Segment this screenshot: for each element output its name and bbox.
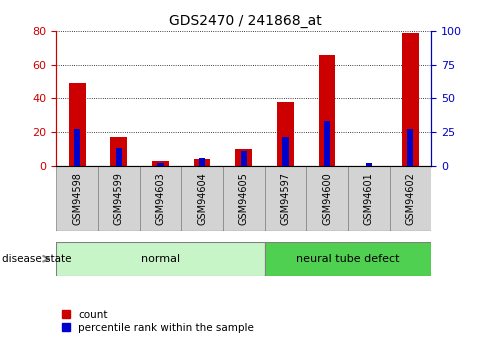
Bar [265, 241, 431, 276]
Bar [98, 166, 140, 231]
Text: GSM94602: GSM94602 [405, 172, 416, 225]
Bar [56, 241, 265, 276]
Bar [181, 166, 223, 231]
Text: GSM94603: GSM94603 [155, 172, 166, 225]
Bar [152, 160, 169, 166]
Bar [69, 83, 85, 166]
Text: GSM94605: GSM94605 [239, 172, 249, 225]
Bar [318, 55, 335, 166]
Bar [282, 137, 289, 166]
Text: GSM94598: GSM94598 [72, 172, 82, 225]
Bar [116, 148, 122, 166]
Bar [348, 166, 390, 231]
Text: GSM94601: GSM94601 [364, 172, 374, 225]
Bar [366, 163, 372, 166]
Bar [157, 163, 164, 166]
Text: neural tube defect: neural tube defect [296, 254, 400, 264]
Bar [390, 166, 431, 231]
Bar [407, 129, 414, 166]
Bar [277, 102, 294, 166]
Text: GDS2470 / 241868_at: GDS2470 / 241868_at [169, 14, 321, 28]
Bar [223, 166, 265, 231]
Bar [265, 166, 306, 231]
Text: GSM94597: GSM94597 [280, 172, 291, 225]
Bar [110, 137, 127, 166]
Bar [140, 166, 181, 231]
Bar [306, 166, 348, 231]
Text: GSM94600: GSM94600 [322, 172, 332, 225]
Bar [194, 159, 210, 166]
Bar [241, 151, 247, 166]
Bar [56, 166, 98, 231]
Text: normal: normal [141, 254, 180, 264]
Text: GSM94604: GSM94604 [197, 172, 207, 225]
Bar [402, 33, 418, 166]
Bar [235, 149, 252, 166]
Text: GSM94599: GSM94599 [114, 172, 124, 225]
Legend: count, percentile rank within the sample: count, percentile rank within the sample [62, 310, 254, 333]
Bar [324, 121, 330, 166]
Text: disease state: disease state [2, 254, 72, 264]
Bar [199, 158, 205, 166]
Bar [74, 129, 80, 166]
